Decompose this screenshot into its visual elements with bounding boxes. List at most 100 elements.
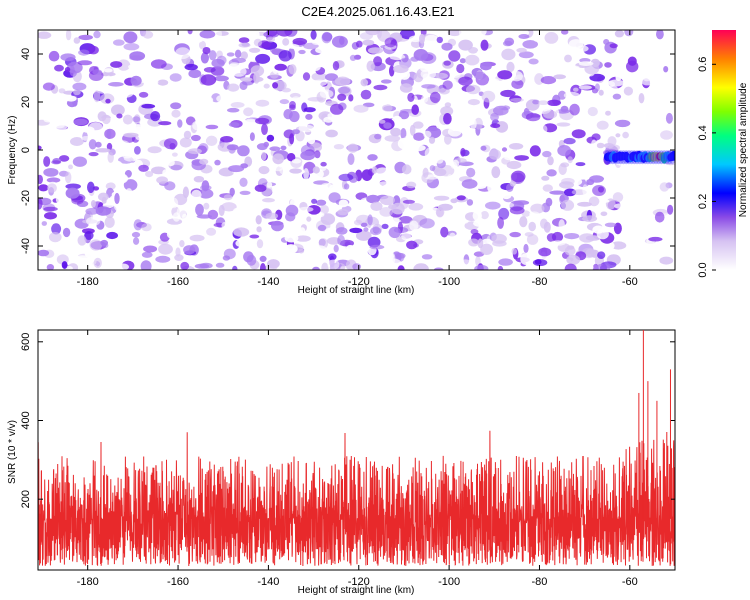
heatmap-blob — [374, 167, 391, 179]
heatmap-blob — [187, 30, 193, 35]
heatmap-blob — [443, 113, 452, 125]
heatmap-blob — [222, 234, 228, 243]
heatmap-blob — [564, 246, 576, 256]
heatmap-blob — [261, 123, 268, 135]
heatmap-blob — [47, 183, 57, 193]
heatmap-blob — [123, 155, 138, 162]
heatmap-blob — [548, 55, 555, 64]
heatmap-blob — [98, 176, 114, 184]
heatmap-blob — [488, 149, 501, 160]
heatmap-blob — [612, 93, 622, 100]
heatmap-blob — [311, 79, 328, 87]
heatmap-blob — [202, 47, 211, 55]
heatmap-blob — [95, 206, 112, 216]
heatmap-blob — [287, 153, 296, 162]
heatmap-blob — [359, 32, 373, 40]
heatmap-blob — [529, 145, 541, 157]
heatmap-blob — [441, 42, 453, 51]
heatmap-blob — [255, 53, 271, 64]
heatmap-blob — [310, 63, 321, 71]
heatmap-blob — [38, 184, 49, 192]
heatmap-blob — [379, 207, 394, 217]
heatmap-blob — [254, 30, 260, 42]
x-tick-label: -100 — [438, 576, 460, 588]
heatmap-blob — [207, 209, 219, 220]
heatmap-blob — [56, 30, 65, 36]
heatmap-blob — [260, 263, 266, 270]
heatmap-blob — [554, 49, 564, 61]
heatmap-blob — [540, 76, 557, 85]
heatmap-blob — [200, 52, 209, 64]
heatmap-blob — [243, 251, 254, 263]
heatmap-blob — [424, 34, 439, 44]
x-tick-label: -60 — [622, 276, 638, 288]
heatmap-blob — [215, 30, 222, 39]
heatmap-blob — [85, 207, 99, 215]
heatmap-blob — [596, 142, 605, 149]
heatmap-blob — [87, 181, 95, 193]
heatmap-blob — [314, 150, 321, 159]
heatmap-blob — [642, 74, 651, 82]
heatmap-blob — [434, 168, 447, 177]
heatmap-blob — [436, 36, 443, 44]
signal-halo — [628, 150, 636, 165]
heatmap-blob — [480, 211, 489, 220]
heatmap-blob — [198, 188, 214, 199]
heatmap-blob — [543, 110, 558, 119]
heatmap-blob — [298, 124, 315, 133]
heatmap-blob — [46, 177, 61, 183]
heatmap-blob — [506, 160, 522, 170]
heatmap-blob — [501, 48, 516, 61]
heatmap-blob — [501, 147, 508, 152]
heatmap-blob — [289, 104, 296, 111]
heatmap-blob — [360, 222, 368, 227]
heatmap-blob — [306, 216, 312, 222]
heatmap-blob — [563, 65, 580, 71]
heatmap-blob — [93, 30, 101, 39]
signal-halo — [620, 150, 627, 165]
heatmap-blob — [320, 161, 327, 167]
heatmap-blob — [334, 76, 351, 86]
heatmap-blob — [90, 200, 96, 208]
heatmap-blob — [378, 119, 386, 124]
heatmap-blob — [147, 146, 162, 154]
heatmap-blob — [347, 214, 356, 221]
spectrogram-y-axis-label: Frequency (Hz) — [7, 116, 18, 185]
heatmap-blob — [138, 91, 149, 98]
heatmap-blob — [557, 145, 572, 157]
heatmap-blob — [338, 173, 354, 182]
heatmap-blob — [177, 119, 183, 128]
heatmap-blob — [41, 221, 47, 226]
heatmap-blob — [199, 130, 209, 140]
heatmap-blob — [546, 233, 557, 242]
heatmap-blob — [537, 100, 549, 105]
heatmap-blob — [390, 127, 402, 137]
heatmap-blob — [65, 95, 77, 102]
heatmap-blob — [360, 89, 372, 100]
heatmap-blob — [487, 181, 501, 194]
x-tick-label: -120 — [348, 576, 370, 588]
heatmap-blob — [84, 249, 96, 258]
heatmap-blob — [179, 137, 192, 148]
heatmap-blob — [379, 195, 395, 206]
heatmap-blob — [54, 64, 64, 72]
heatmap-blob — [606, 85, 619, 96]
heatmap-blob — [459, 31, 473, 40]
heatmap-blob — [610, 241, 627, 250]
heatmap-blob — [213, 251, 220, 256]
heatmap-blob — [226, 52, 235, 57]
heatmap-blob — [511, 170, 526, 183]
heatmap-blob — [269, 146, 281, 151]
y-tick-label: 200 — [20, 490, 32, 508]
heatmap-blob — [141, 251, 153, 258]
heatmap-blob — [485, 201, 501, 210]
heatmap-blob — [624, 30, 634, 37]
heatmap-blob — [199, 88, 208, 96]
heatmap-blob — [348, 94, 354, 102]
heatmap-blob — [478, 30, 487, 37]
heatmap-blob — [452, 159, 460, 167]
heatmap-blob — [398, 44, 412, 49]
heatmap-blob — [107, 152, 114, 163]
heatmap-blob — [497, 265, 504, 270]
heatmap-blob — [321, 262, 329, 270]
